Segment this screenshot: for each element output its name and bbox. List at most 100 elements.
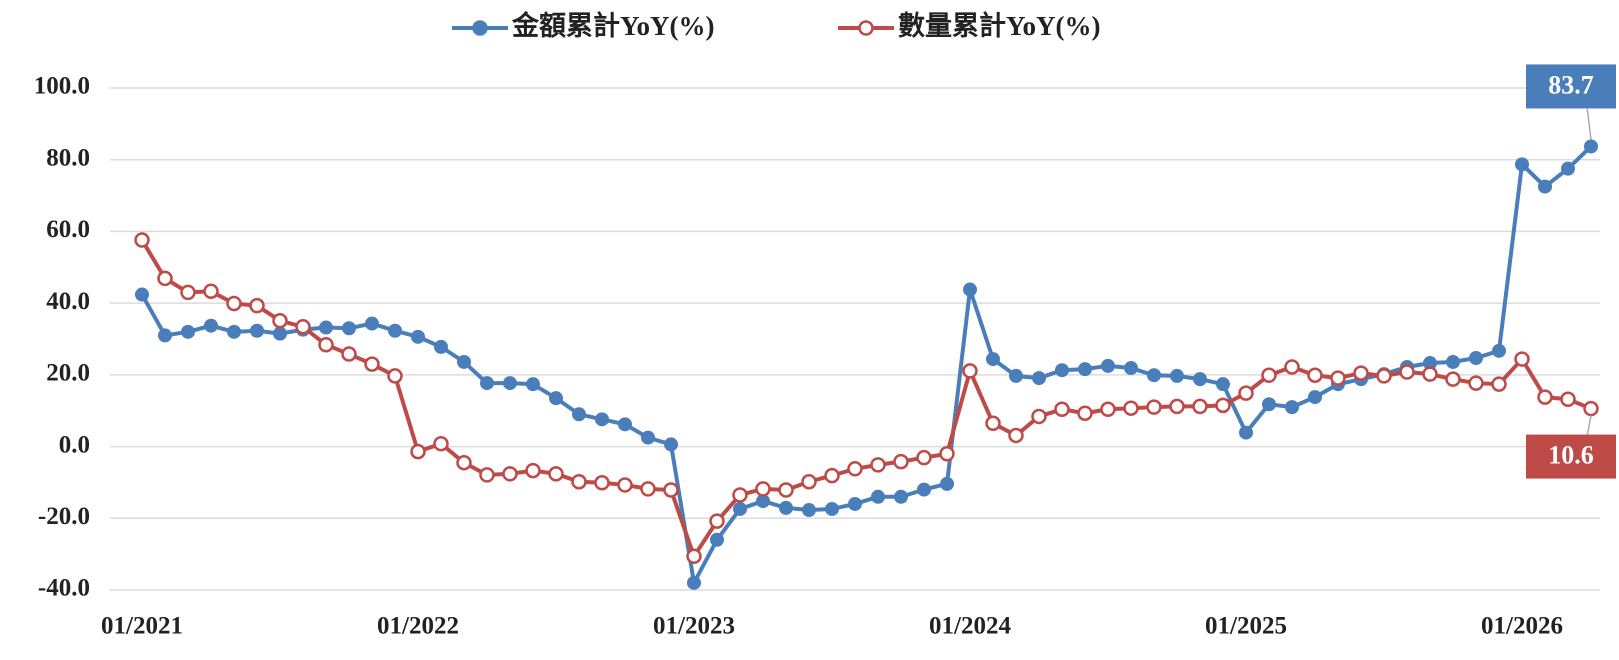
y-tick-label: 80.0	[46, 144, 90, 171]
data-point	[825, 501, 839, 516]
data-point	[226, 295, 242, 312]
data-point	[710, 532, 724, 547]
data-point	[1491, 376, 1507, 392]
data-point	[986, 352, 1000, 367]
data-point	[433, 435, 449, 452]
data-point	[480, 376, 494, 391]
data-point	[434, 339, 448, 354]
data-point	[1009, 368, 1023, 383]
data-point	[1537, 389, 1553, 405]
data-point	[663, 482, 679, 498]
data-point	[503, 376, 517, 391]
data-point	[572, 407, 586, 422]
data-point	[1078, 362, 1092, 377]
data-point	[1538, 179, 1552, 194]
data-point	[1123, 400, 1139, 416]
data-point	[1376, 368, 1392, 384]
data-point	[1399, 364, 1415, 380]
data-point	[1147, 368, 1161, 383]
data-point	[871, 489, 885, 504]
data-point	[526, 377, 540, 392]
y-tick-label: 100.0	[34, 73, 90, 100]
data-point	[157, 270, 173, 287]
data-point	[250, 323, 264, 338]
data-point	[940, 476, 954, 491]
data-point	[1101, 358, 1115, 373]
data-point	[641, 430, 655, 445]
data-point	[364, 356, 380, 372]
data-point	[687, 575, 701, 590]
data-point	[664, 437, 678, 452]
annotation-leader	[1586, 106, 1592, 140]
y-tick-label: -40.0	[38, 575, 90, 602]
data-point	[802, 503, 816, 518]
legend-marker	[472, 20, 488, 36]
data-point	[618, 417, 632, 432]
data-point	[502, 466, 518, 482]
data-point	[1238, 385, 1254, 401]
data-point	[1307, 367, 1323, 383]
data-point	[732, 487, 748, 503]
data-point	[1285, 400, 1299, 415]
data-point	[203, 283, 219, 300]
data-point	[1469, 351, 1483, 366]
data-point	[985, 415, 1001, 432]
y-tick-label: 40.0	[46, 288, 90, 315]
data-point	[917, 482, 931, 497]
annotation-box	[1526, 64, 1616, 109]
x-tick-label: 01/2022	[377, 613, 459, 640]
legend-label: 金額累計YoY(%)	[511, 10, 715, 41]
data-point	[388, 323, 402, 338]
data-point	[1100, 401, 1116, 418]
data-point	[640, 481, 656, 497]
legend-marker	[858, 20, 874, 36]
data-point	[180, 284, 196, 301]
data-point	[342, 321, 356, 336]
data-point	[801, 473, 817, 490]
x-tick-label: 01/2024	[929, 613, 1011, 640]
data-point	[456, 454, 472, 471]
y-tick-label: 0.0	[59, 431, 90, 458]
data-point	[1032, 371, 1046, 386]
data-point	[894, 489, 908, 504]
data-point	[1031, 408, 1047, 425]
data-point	[939, 445, 955, 462]
data-point	[249, 297, 265, 314]
data-point	[963, 282, 977, 297]
data-point	[1446, 354, 1460, 369]
data-point	[1169, 398, 1185, 415]
data-point	[227, 324, 241, 339]
data-point	[1330, 370, 1346, 386]
data-point	[318, 336, 334, 353]
data-point	[1262, 397, 1276, 412]
data-point	[1583, 400, 1599, 417]
x-tick-label: 01/2023	[653, 613, 735, 640]
data-point	[1192, 398, 1208, 415]
data-point	[158, 328, 172, 343]
data-point	[1124, 361, 1138, 376]
data-point	[847, 461, 863, 477]
data-point	[1308, 390, 1322, 405]
data-point	[319, 320, 333, 335]
data-point	[1170, 368, 1184, 383]
data-point	[686, 548, 702, 565]
data-point	[365, 316, 379, 331]
data-point	[962, 363, 978, 379]
data-point	[134, 232, 150, 248]
data-point	[1077, 405, 1093, 421]
data-point	[617, 477, 633, 493]
data-point	[411, 329, 425, 344]
data-point	[341, 346, 357, 362]
data-point	[295, 319, 311, 335]
data-point	[571, 473, 587, 490]
data-point	[135, 287, 149, 302]
data-point	[594, 475, 610, 491]
annotation-leader	[1586, 415, 1592, 437]
data-point	[272, 312, 288, 329]
data-point	[1146, 399, 1162, 415]
series-line	[140, 145, 1593, 585]
data-point	[1193, 372, 1207, 387]
data-point	[1515, 157, 1529, 172]
series-line	[140, 239, 1592, 559]
data-point	[1353, 365, 1369, 381]
